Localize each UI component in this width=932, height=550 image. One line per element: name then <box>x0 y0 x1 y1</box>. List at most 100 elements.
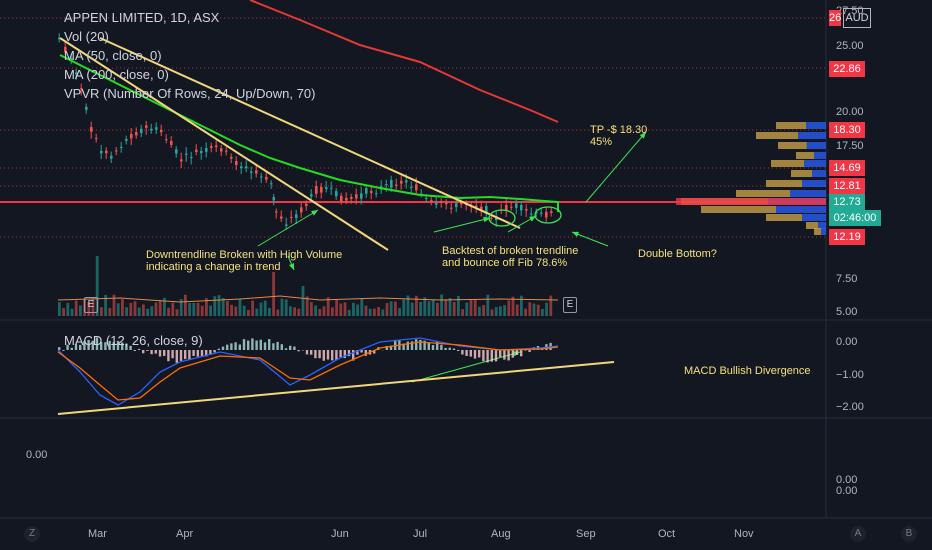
volume-bar <box>368 308 372 316</box>
volume-bar <box>263 300 267 316</box>
vpvr-bar-up <box>778 142 807 149</box>
volume-bar <box>146 308 149 316</box>
legend-vpvr[interactable]: VPVR (Number Of Rows, 24, Up/Down, 70) <box>64 86 316 101</box>
volume-bar <box>419 302 422 316</box>
zoom-reset-button[interactable]: Z <box>24 526 40 542</box>
candle-body <box>100 150 103 154</box>
macd-histogram-bar <box>58 347 61 350</box>
candle-body <box>130 134 133 139</box>
candle-body <box>95 138 98 140</box>
volume-bar <box>100 307 103 316</box>
macd-histogram-bar <box>373 350 376 354</box>
price-tick: 5.00 <box>836 306 858 318</box>
volume-bar <box>196 302 200 316</box>
volume-bar <box>545 302 548 316</box>
macd-histogram-bar <box>511 350 514 358</box>
signal-line <box>57 341 559 401</box>
arrow-double-bottom-head <box>572 231 579 237</box>
vpvr-bar-up <box>771 160 804 167</box>
macd-histogram-bar <box>263 342 267 350</box>
candle-body <box>545 211 548 218</box>
candle-body <box>325 187 328 190</box>
macd-histogram-bar <box>284 348 288 350</box>
macd-histogram-bar <box>331 350 334 361</box>
currency-button[interactable]: AUD <box>843 8 871 28</box>
volume-bar <box>230 304 233 316</box>
volume-bar <box>339 303 343 316</box>
candle-body <box>260 176 263 178</box>
macd-histogram-bar <box>406 341 409 350</box>
macd-histogram-bar <box>129 345 132 350</box>
volume-bar <box>234 306 238 316</box>
macd-histogram-bar <box>318 350 321 359</box>
macd-histogram-bar <box>469 350 472 357</box>
macd-histogram-bar <box>448 347 451 350</box>
macd-histogram-bar <box>163 350 166 356</box>
candle-body <box>215 145 218 148</box>
macd-histogram-bar <box>74 344 78 350</box>
legend-macd[interactable]: MACD (12, 26, close, 9) <box>64 333 203 348</box>
volume-bar <box>217 295 221 316</box>
log-scale-button[interactable]: B <box>901 526 917 542</box>
vpvr-bar-up <box>701 206 776 213</box>
legend-volume[interactable]: Vol (20) <box>64 29 109 44</box>
volume-bar <box>444 299 448 316</box>
annotation-tp-line1: TP -$ 18.30 <box>590 124 648 136</box>
candle-body <box>450 207 453 209</box>
candle-body <box>265 176 268 180</box>
candle-body <box>155 127 158 130</box>
macd-histogram-bar <box>154 350 157 354</box>
candle-body <box>275 211 278 213</box>
volume-bar <box>276 309 280 316</box>
volume-bar <box>209 305 212 316</box>
macd-histogram-bar <box>356 350 359 355</box>
macd-histogram-bar <box>339 350 342 358</box>
macd-tick-2: −2.00 <box>836 401 864 413</box>
macd-histogram-bar <box>226 344 229 350</box>
bottom-circle-2 <box>534 206 562 224</box>
volume-bar <box>184 294 187 316</box>
candle-body <box>440 201 443 203</box>
annotation-downtrend: Downtrendline Broken with High Volume in… <box>146 249 342 273</box>
volume-bar <box>448 297 452 316</box>
earnings-event-icon[interactable]: E <box>84 297 98 313</box>
candle-body <box>415 184 418 191</box>
candle-body <box>460 202 463 205</box>
candle-body <box>370 191 373 194</box>
macd-histogram-bar <box>457 350 460 351</box>
vpvr-bar-down <box>804 160 826 167</box>
auto-scale-button[interactable]: A <box>850 526 866 542</box>
macd-histogram-bar <box>293 346 296 350</box>
macd-trendline <box>57 361 615 415</box>
price-tick: 25.00 <box>836 40 864 52</box>
legend-ma50[interactable]: MA (50, close, 0) <box>64 48 162 63</box>
volume-bar <box>347 309 351 316</box>
annotation-downtrend-line2: indicating a change in trend <box>146 261 281 273</box>
volume-bar <box>142 304 145 316</box>
macd-histogram-bar <box>465 350 468 356</box>
macd-histogram-bar <box>200 350 204 358</box>
chart-title[interactable]: APPEN LIMITED, 1D, ASX <box>64 10 220 25</box>
candle-body <box>165 139 168 141</box>
volume-bar <box>364 305 368 316</box>
volume-bar <box>478 306 481 316</box>
volume-bar <box>301 286 305 316</box>
macd-histogram-bar <box>79 344 82 350</box>
candle-body <box>225 150 228 152</box>
vpvr-bar-up <box>766 180 802 187</box>
legend-ma200[interactable]: MA (200, close, 0) <box>64 67 169 82</box>
macd-histogram-bar <box>158 350 162 357</box>
vpvr-bar-down <box>802 214 826 221</box>
candle-body <box>150 128 153 131</box>
volume-bar <box>137 307 141 316</box>
macd-histogram-bar <box>230 343 233 350</box>
candle-body <box>505 204 508 211</box>
volume-bar <box>251 300 254 316</box>
candle-body <box>85 106 88 110</box>
volume-bar <box>524 308 527 316</box>
candle-body <box>272 197 276 201</box>
volume-bar <box>507 300 511 316</box>
macd-histogram-bar <box>234 342 237 350</box>
earnings-event-icon-2[interactable]: E <box>563 297 577 313</box>
